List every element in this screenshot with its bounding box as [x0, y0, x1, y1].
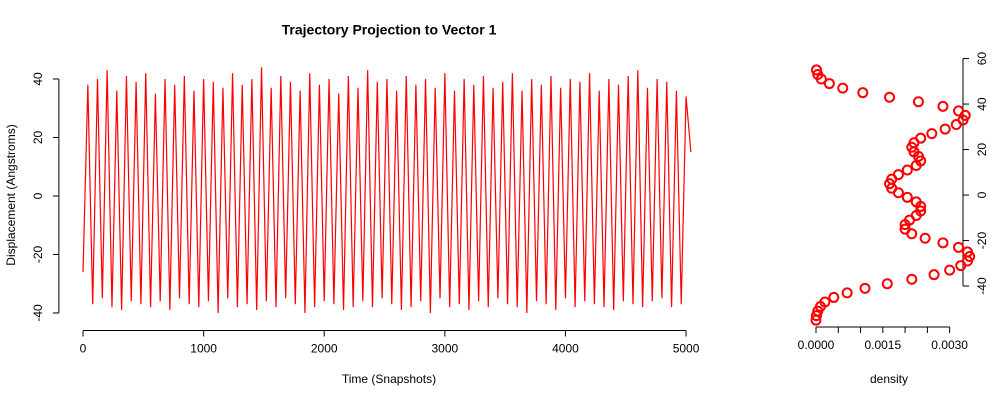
density-point: [961, 246, 973, 258]
x-tick-label: 0.0000: [798, 338, 835, 352]
y-tick-label: -40: [31, 304, 45, 322]
x-axis-title: density: [870, 372, 908, 386]
density-point: [928, 269, 940, 281]
y-tick-label: -40: [975, 277, 989, 295]
x-tick-label: 5000: [673, 342, 700, 356]
y-tick-label: 40: [31, 72, 45, 86]
y-tick-label: 20: [975, 143, 989, 157]
density-point: [939, 123, 951, 135]
density-point: [912, 96, 924, 108]
density-point: [915, 132, 927, 144]
x-tick-label: 3000: [431, 342, 458, 356]
density-point: [899, 223, 911, 235]
density-point: [919, 232, 931, 244]
density-point: [828, 291, 840, 303]
density-point: [910, 196, 922, 208]
density-point: [881, 278, 893, 290]
density-point: [841, 287, 853, 299]
density-point: [859, 282, 871, 294]
density-point: [901, 164, 913, 176]
density-point: [819, 296, 831, 308]
x-tick-label: 4000: [552, 342, 579, 356]
density-point: [823, 78, 835, 90]
density-point: [937, 100, 949, 112]
x-tick-label: 0.0015: [864, 338, 901, 352]
density-point: [812, 68, 824, 80]
x-tick-label: 0: [80, 342, 87, 356]
y-tick-label: -20: [31, 245, 45, 263]
density-point: [944, 264, 956, 276]
density-point: [857, 87, 869, 99]
density-point: [937, 237, 949, 249]
y-tick-label: 0: [975, 191, 989, 198]
y-tick-label: 40: [975, 97, 989, 111]
x-tick-label: 0.0030: [931, 338, 968, 352]
density-point: [915, 205, 927, 217]
density-point: [953, 105, 965, 117]
trajectory-line: [82, 67, 692, 313]
y-tick-label: -20: [975, 232, 989, 250]
density-point: [810, 64, 822, 76]
density-point: [901, 191, 913, 203]
x-axis-title: Time (Snapshots): [342, 372, 436, 386]
density-point: [953, 241, 965, 253]
y-tick-label: 20: [31, 130, 45, 144]
x-tick-label: 1000: [190, 342, 217, 356]
density-point: [837, 82, 849, 94]
y-axis-title: Displacement (Angstroms): [4, 124, 18, 265]
chart-title: Trajectory Projection to Vector 1: [282, 22, 497, 38]
density-point: [892, 169, 904, 181]
y-tick-label: 0: [31, 192, 45, 199]
density-point: [810, 310, 822, 322]
density-point: [906, 273, 918, 285]
y-tick-label: 60: [975, 52, 989, 66]
density-point: [884, 91, 895, 103]
density-point: [926, 128, 938, 140]
x-tick-label: 2000: [311, 342, 338, 356]
